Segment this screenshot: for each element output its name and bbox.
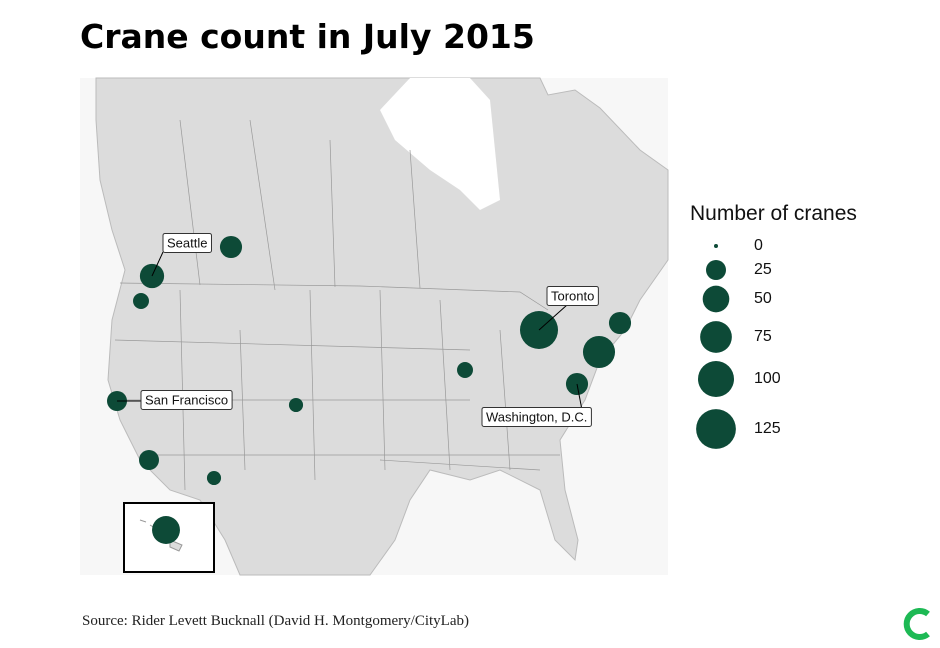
bubble [206, 470, 222, 486]
bubble [219, 235, 243, 259]
legend-bubble [714, 244, 718, 248]
logo-mark [903, 608, 930, 640]
city-label: Toronto [538, 285, 599, 331]
label-box [481, 406, 592, 427]
label-box [140, 389, 233, 410]
city-name: San Francisco [145, 392, 228, 407]
city-label: Seattle [151, 232, 212, 277]
legend-label: 75 [754, 328, 772, 345]
city-label: Washington, D.C. [481, 383, 592, 427]
map [80, 77, 669, 576]
legend-label: 100 [754, 370, 781, 387]
source: Source: Rider Levett Bucknall (David H. … [82, 613, 469, 629]
city-name: Toronto [551, 288, 594, 303]
legend-bubble [706, 260, 726, 280]
legend-label: 0 [754, 237, 763, 254]
chart-title: Crane count in July 2015 [80, 17, 535, 56]
city-name: Seattle [167, 235, 207, 250]
bubble [288, 397, 304, 413]
logo [903, 608, 930, 640]
legend-label: 50 [754, 290, 772, 307]
hudson-bay [380, 78, 500, 210]
bubble [133, 293, 149, 309]
bubble [608, 311, 632, 335]
bubble [152, 516, 180, 544]
leader-line [538, 304, 568, 331]
city-label: San Francisco [117, 389, 233, 410]
bubble [457, 362, 473, 378]
city-name: Washington, D.C. [486, 409, 587, 424]
bubble [582, 335, 616, 369]
label-box [162, 232, 212, 253]
land [95, 77, 669, 576]
leader-line [576, 383, 583, 411]
legend-title: Number of cranes [690, 202, 857, 225]
label-box [546, 285, 599, 306]
legend-bubble [696, 409, 736, 449]
legend-bubble [698, 361, 734, 397]
bubble [139, 450, 159, 470]
legend-label: 125 [754, 420, 781, 437]
legend-label: 25 [754, 261, 772, 278]
legend-bubble [702, 285, 730, 313]
leader-line [151, 251, 164, 277]
legend-bubble [700, 321, 732, 353]
